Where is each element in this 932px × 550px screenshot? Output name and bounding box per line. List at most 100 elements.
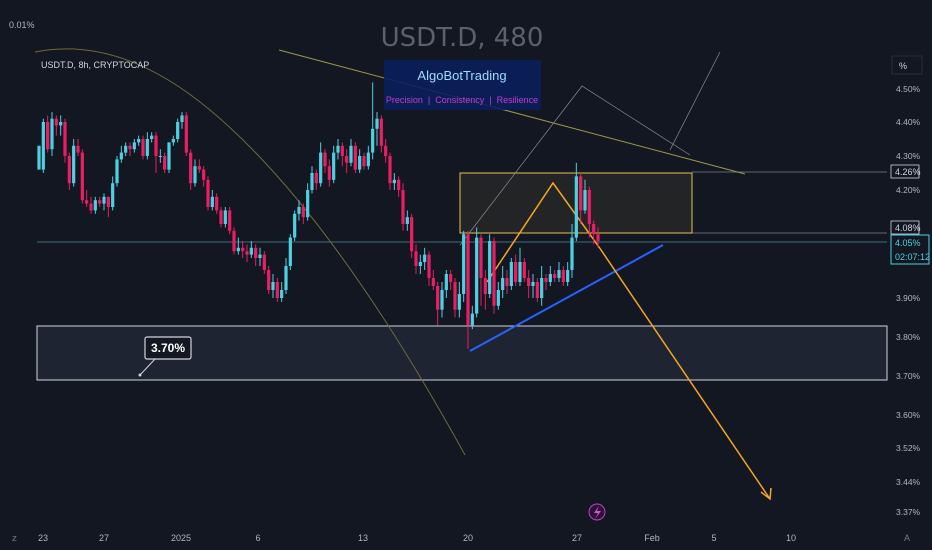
candle-body <box>128 145 132 150</box>
candle-body <box>50 118 54 150</box>
candle-body <box>561 270 565 282</box>
candle-body <box>332 152 336 180</box>
candle-body <box>249 247 253 255</box>
time-tick-label: 13 <box>358 533 368 543</box>
candle-body <box>89 203 93 211</box>
candle-body <box>158 156 162 157</box>
candle-body <box>228 210 232 231</box>
box-top-label-bg <box>890 164 920 179</box>
candle-body <box>366 152 370 167</box>
candle-body <box>189 152 193 184</box>
candle-body <box>124 145 128 153</box>
candle-body <box>505 278 509 286</box>
candle-body <box>418 262 422 266</box>
box-top-label: 4.26% <box>895 167 921 177</box>
price-tick-label: 4.40% <box>896 117 921 127</box>
candle-body <box>54 118 58 126</box>
time-tick-label: Feb <box>644 533 660 543</box>
candle-body <box>236 247 240 252</box>
channel-line <box>459 85 691 246</box>
price-tick-label: 3.60% <box>896 410 921 420</box>
candles-layer <box>37 82 600 349</box>
candle-body <box>466 234 470 326</box>
time-tick-label: 27 <box>572 533 582 543</box>
candle-body <box>98 200 102 204</box>
candle-body <box>167 142 171 170</box>
candle-body <box>535 282 539 298</box>
candle-body <box>275 282 279 298</box>
candle-body <box>76 145 80 153</box>
candle-body <box>271 282 275 290</box>
candle-body <box>63 122 67 156</box>
candle-body <box>323 152 327 167</box>
candle-body <box>163 156 167 170</box>
candle-body <box>111 183 115 207</box>
candle-body <box>93 200 97 211</box>
candle-body <box>297 207 301 214</box>
candle-body <box>392 179 396 184</box>
candle-body <box>301 207 305 218</box>
candle-body <box>431 278 435 286</box>
candle-body <box>509 262 513 286</box>
candle-body <box>293 213 297 238</box>
candle-body <box>496 290 500 306</box>
projection-arrowhead <box>760 487 772 501</box>
candle-body <box>119 152 123 160</box>
price-tick-label: 3.37% <box>896 507 921 517</box>
callout-pointer <box>139 357 157 376</box>
candle-body <box>492 241 496 306</box>
candle-body <box>145 139 149 156</box>
candle-body <box>262 254 266 270</box>
scale-button[interactable]: % <box>899 61 907 71</box>
candle-body <box>150 135 154 139</box>
candle-body <box>349 145 353 163</box>
candle-body <box>527 278 531 286</box>
candle-body <box>501 278 505 290</box>
banner-box <box>384 60 541 110</box>
candle-body <box>358 156 362 170</box>
candle-body <box>574 176 578 238</box>
price-tick-label: 4.30% <box>896 151 921 161</box>
candle-body <box>180 115 184 122</box>
candle-body <box>41 122 45 170</box>
scale-button-box[interactable] <box>891 55 923 75</box>
candle-body <box>80 152 84 201</box>
time-tick-label: 27 <box>99 533 109 543</box>
candle-body <box>479 237 483 278</box>
candle-body <box>176 122 180 139</box>
candle-body <box>553 274 557 278</box>
zoom-icon[interactable]: z <box>12 534 17 544</box>
candle-body <box>518 262 522 282</box>
candle-body <box>154 135 158 156</box>
price-tick-label: 3.44% <box>896 477 921 487</box>
candle-body <box>202 169 206 180</box>
candle-body <box>436 286 440 310</box>
auto-scale-button[interactable]: A <box>904 533 910 543</box>
candle-body <box>427 254 431 278</box>
candle-body <box>457 294 461 310</box>
callout-box <box>144 336 192 360</box>
candle-body <box>37 145 41 170</box>
candle-body <box>462 234 466 294</box>
candle-body <box>401 190 405 224</box>
support-callout: 3.70% <box>151 341 185 355</box>
candle-body <box>197 166 201 170</box>
candle-body <box>206 179 210 207</box>
callout-anchor <box>138 373 142 377</box>
candle-body <box>405 217 409 224</box>
price-axis[interactable]: 4.50% 4.40% 4.30% 4.20% 3.90% 3.80% 3.70% 3.60%… <box>896 84 921 517</box>
time-axis[interactable]: 23 27 2025 6 13 20 27 Feb 5 10 <box>38 533 796 543</box>
candle-body <box>288 237 292 266</box>
banner-tagline: Precision | Consistency | Resilience <box>386 95 538 105</box>
candle-body <box>232 230 236 252</box>
candle-body <box>414 251 418 266</box>
candle-body <box>379 118 383 146</box>
price-tick-label: 3.90% <box>896 293 921 303</box>
time-tick-label: 23 <box>38 533 48 543</box>
chart-title: USDT.D, 480 <box>381 23 544 53</box>
candle-body <box>453 282 457 310</box>
candle-body <box>327 166 331 180</box>
candle-body <box>46 122 50 150</box>
candle-body <box>566 270 570 282</box>
